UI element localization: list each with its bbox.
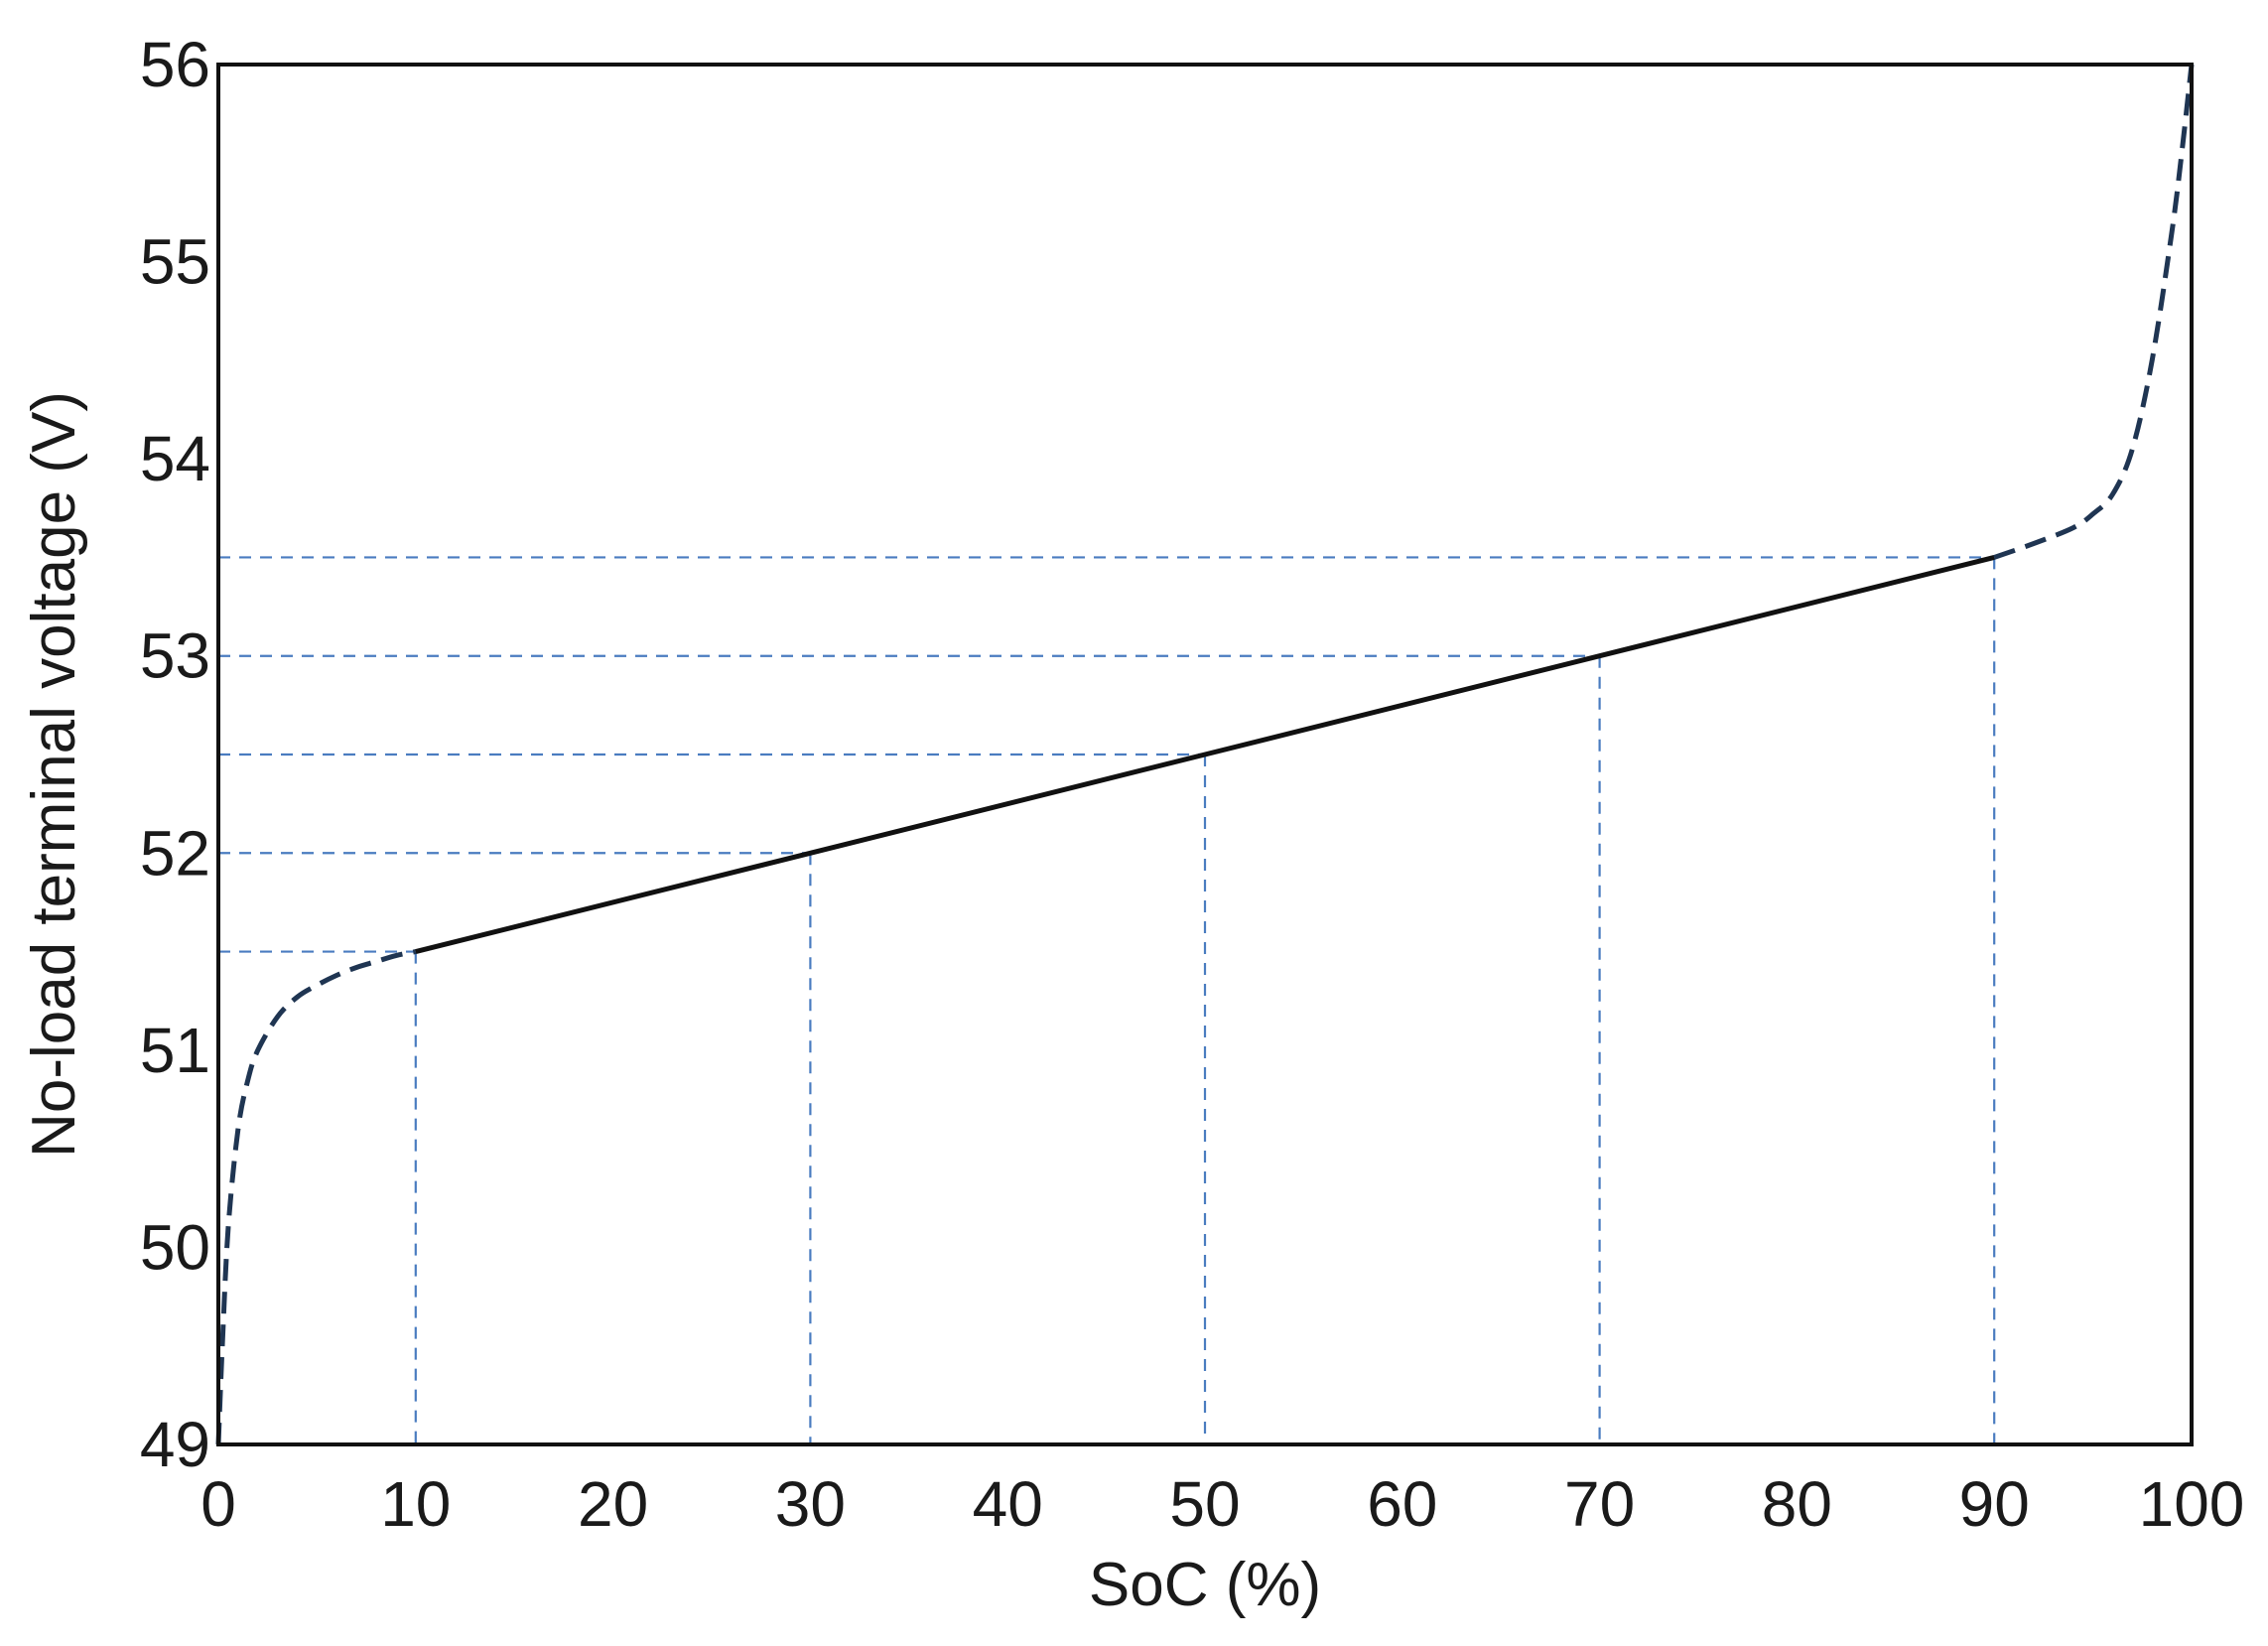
x-tick-label: 60 [1367, 1468, 1437, 1540]
y-tick-label: 53 [140, 620, 210, 692]
y-tick-labels: 49 50 51 52 53 54 55 56 [140, 29, 210, 1480]
x-tick-label: 30 [775, 1468, 846, 1540]
x-tick-label: 100 [2139, 1468, 2245, 1540]
x-tick-label: 70 [1564, 1468, 1635, 1540]
x-tick-label: 0 [200, 1468, 236, 1540]
x-tick-label: 50 [1169, 1468, 1240, 1540]
x-tick-label: 90 [1959, 1468, 2030, 1540]
y-tick-label: 51 [140, 1015, 210, 1086]
y-tick-label: 49 [140, 1409, 210, 1480]
y-tick-label: 52 [140, 817, 210, 889]
y-tick-label: 56 [140, 29, 210, 100]
x-tick-label: 20 [578, 1468, 648, 1540]
x-tick-label: 40 [973, 1468, 1043, 1540]
series-layer [215, 64, 2195, 1445]
x-tick-label: 80 [1762, 1468, 1832, 1540]
x-tick-label: 10 [380, 1468, 451, 1540]
x-axis-title: SoC (%) [1089, 1551, 1321, 1619]
series-line-1 [415, 555, 1995, 954]
reference-lines [218, 556, 1996, 1444]
plot-frame [216, 63, 2194, 1446]
x-tick-labels: 0 10 20 30 40 50 60 70 80 90 100 [200, 1468, 2244, 1540]
y-axis-title: No-load terminal voltage (V) [20, 391, 88, 1158]
series-line-0 [215, 949, 417, 1445]
series-line-2 [1993, 64, 2195, 560]
y-tick-label: 54 [140, 423, 210, 494]
y-tick-label: 55 [140, 226, 210, 298]
y-tick-label: 50 [140, 1211, 210, 1283]
